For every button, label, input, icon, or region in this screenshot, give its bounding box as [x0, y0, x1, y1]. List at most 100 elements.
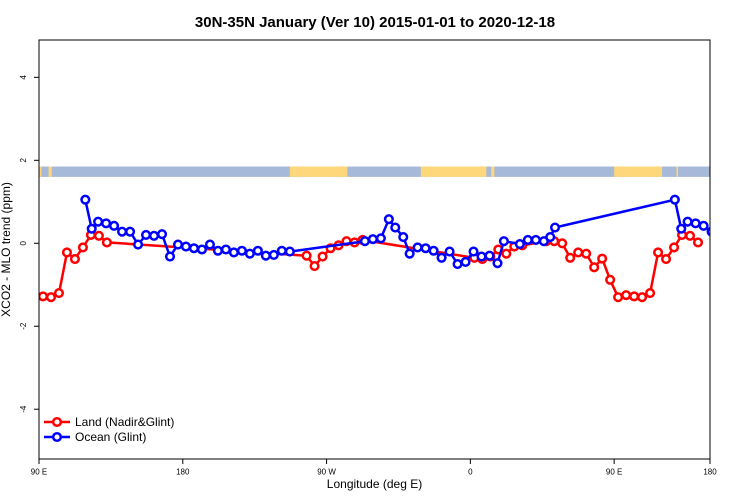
series-layer — [39, 194, 732, 303]
x-axis: 90 E 180 90 W 0 90 E 180 — [31, 459, 717, 477]
data-point-ocean — [164, 251, 176, 262]
land-band-segment — [420, 166, 487, 177]
land-band-segment — [676, 166, 679, 177]
x-tick-label: 180 — [176, 468, 190, 477]
y-tick-label: 2 — [19, 158, 28, 163]
data-point-ocean — [398, 232, 409, 243]
y-tick-label: 4 — [19, 75, 28, 80]
legend-item-ocean: Ocean (Glint) — [44, 430, 146, 444]
data-point-land — [621, 290, 632, 301]
data-point-land — [684, 230, 696, 241]
plot-frame — [38, 39, 711, 460]
data-point-ocean — [196, 244, 208, 255]
data-point-ocean — [125, 226, 136, 237]
x-axis-label: Longitude (deg E) — [327, 477, 422, 491]
data-point-ocean — [117, 226, 128, 237]
data-point-ocean — [244, 248, 255, 259]
y-axis: -4 -2 0 2 4 — [19, 75, 39, 413]
data-point-ocean — [80, 194, 91, 205]
data-point-ocean — [436, 252, 447, 263]
data-point-ocean — [148, 230, 160, 241]
land-band-segment — [48, 166, 52, 177]
data-point-land — [581, 248, 592, 259]
data-point-ocean — [383, 214, 394, 225]
data-point-ocean — [545, 232, 556, 243]
data-point-ocean — [140, 229, 152, 241]
data-point-ocean — [390, 222, 401, 233]
data-point-ocean — [404, 248, 415, 259]
data-point-ocean — [522, 234, 533, 246]
data-point-land — [309, 261, 320, 272]
data-point-land — [573, 247, 584, 258]
data-point-land — [301, 250, 312, 261]
data-point-ocean — [706, 226, 710, 237]
chart-title: 30N-35N January (Ver 10) 2015-01-01 to 2… — [195, 14, 555, 31]
legend: Land (Nadir&Glint)Ocean (Glint) — [44, 415, 174, 444]
y-tick-label: -4 — [19, 405, 28, 413]
data-point-ocean — [109, 220, 120, 231]
data-point-ocean — [101, 218, 112, 229]
data-point-ocean — [188, 243, 200, 254]
legend-label: Ocean (Glint) — [75, 430, 146, 444]
data-point-land — [557, 238, 568, 249]
data-point-ocean — [476, 251, 487, 262]
data-point-ocean — [156, 229, 168, 240]
x-tick-label: 90 E — [606, 468, 622, 477]
data-point-ocean — [172, 239, 184, 250]
data-point-ocean — [498, 236, 509, 247]
x-tick-label: 90 W — [317, 468, 336, 477]
data-point-ocean — [484, 250, 495, 261]
data-point-land — [589, 262, 600, 273]
data-point-land — [39, 291, 49, 302]
y-tick-label: 0 — [19, 241, 28, 246]
data-point-land — [661, 253, 672, 265]
x-tick-label: 180 — [703, 468, 717, 477]
data-point-ocean — [724, 241, 732, 249]
data-point-ocean — [716, 228, 724, 236]
data-point-ocean — [375, 233, 386, 244]
data-point-land — [692, 237, 704, 248]
data-point-ocean — [236, 245, 247, 256]
data-point-ocean — [276, 245, 287, 256]
data-point-land — [69, 253, 80, 265]
data-point-ocean — [690, 218, 701, 229]
ocean-band — [39, 166, 710, 177]
data-point-ocean — [676, 223, 687, 234]
data-point-ocean — [367, 234, 378, 245]
data-point-land — [645, 288, 656, 299]
data-point-ocean — [228, 247, 239, 258]
land-ocean-mask-band — [39, 166, 710, 177]
y-axis-label: XCO2 - MLO trend (ppm) — [0, 182, 13, 317]
data-point-ocean — [180, 241, 192, 252]
data-point-land — [653, 247, 664, 258]
data-point-ocean — [420, 243, 431, 254]
series-line-ocean — [84, 198, 710, 266]
data-point-ocean — [93, 216, 104, 227]
data-point-ocean — [468, 246, 479, 257]
legend-swatch-marker — [51, 431, 63, 443]
data-point-land — [613, 292, 624, 303]
legend-label: Land (Nadir&Glint) — [75, 415, 174, 429]
data-point-land — [53, 288, 65, 299]
land-band-segment — [39, 166, 42, 177]
x-tick-label: 90 E — [31, 468, 47, 477]
data-point-ocean — [460, 256, 471, 267]
legend-item-land: Land (Nadir&Glint) — [44, 415, 174, 429]
data-point-land — [605, 274, 616, 285]
data-point-ocean — [133, 239, 144, 250]
data-point-ocean — [492, 258, 503, 269]
data-point-land — [501, 248, 512, 259]
data-point-ocean — [530, 234, 541, 246]
legend-swatch-marker — [51, 416, 63, 428]
data-point-ocean — [444, 246, 455, 257]
x-tick-label: 0 — [468, 468, 473, 477]
series-ocean — [80, 194, 732, 270]
land-band-segment — [491, 166, 495, 177]
data-point-land — [45, 292, 57, 303]
data-point-ocean — [359, 236, 370, 247]
data-point-ocean — [682, 216, 693, 227]
data-point-ocean — [212, 245, 223, 256]
data-point-ocean — [698, 220, 709, 231]
data-point-ocean — [260, 250, 271, 261]
